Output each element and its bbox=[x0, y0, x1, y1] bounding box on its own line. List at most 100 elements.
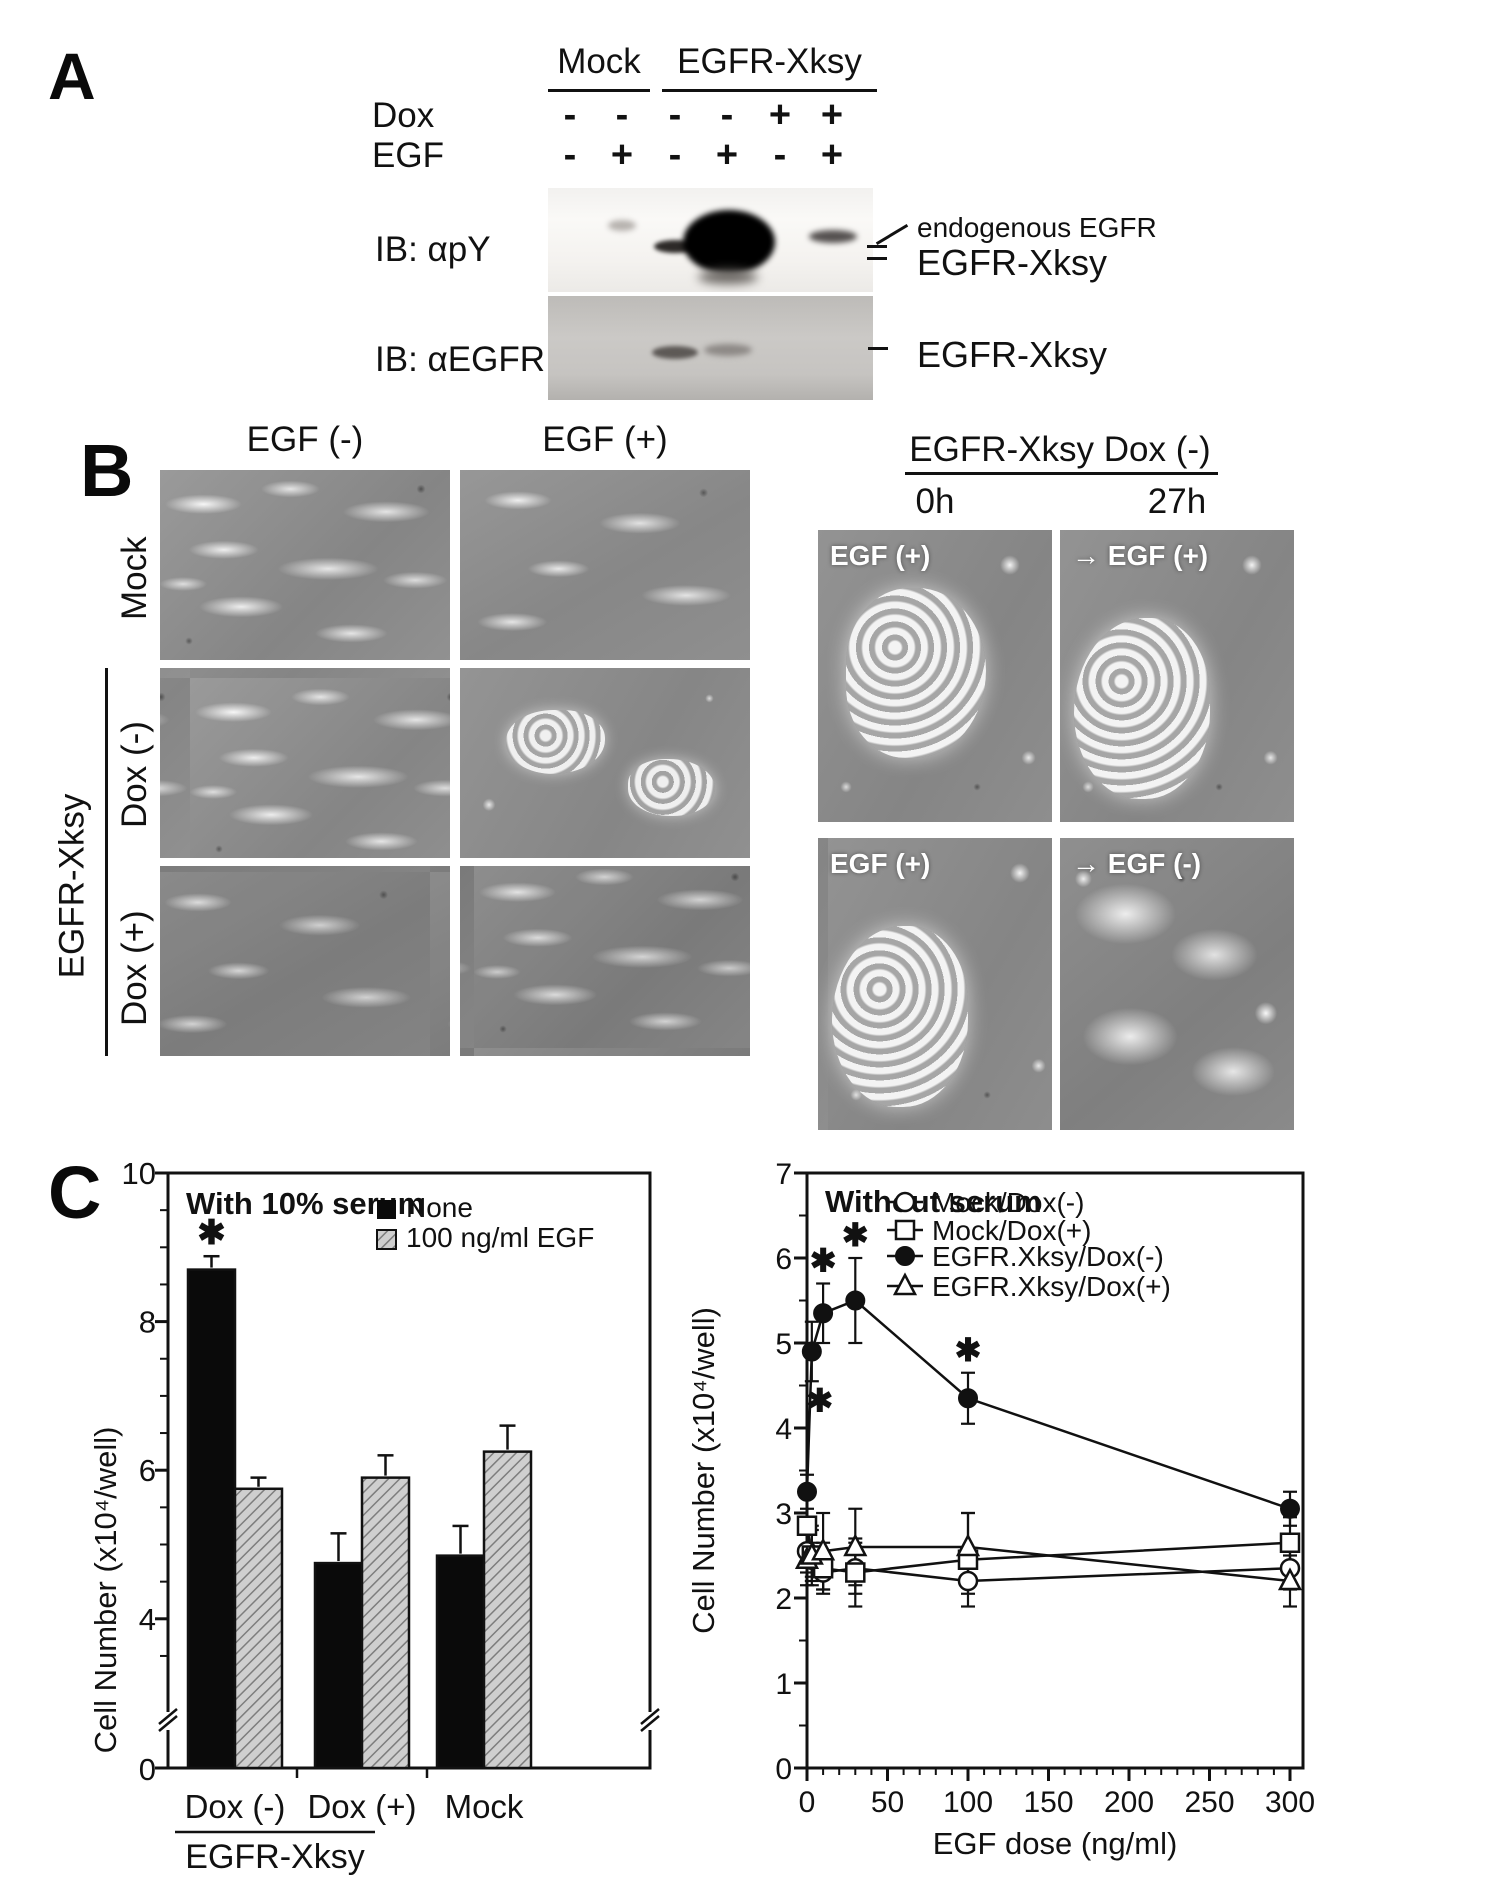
western-blot-apy bbox=[548, 188, 873, 292]
svg-text:None: None bbox=[406, 1192, 473, 1223]
timecourse-header: EGFR-Xksy Dox (-) bbox=[909, 430, 1211, 469]
svg-text:✱: ✱ bbox=[842, 1217, 869, 1253]
timepoint-0h: 0h bbox=[915, 482, 955, 521]
lane-symbol: - bbox=[615, 94, 629, 136]
image-label: → EGF (-) bbox=[1072, 848, 1202, 879]
micrograph-27h-egf-plus: → EGF (+) bbox=[1060, 530, 1294, 822]
micrograph-dox-plus-egf-plus bbox=[460, 866, 750, 1056]
lane-symbol: - bbox=[773, 134, 787, 176]
egfr-xksy-underline bbox=[662, 89, 877, 92]
band-pointer-slash bbox=[875, 223, 909, 246]
svg-text:EGF dose (ng/ml): EGF dose (ng/ml) bbox=[933, 1826, 1178, 1861]
lane-symbol: - bbox=[563, 94, 577, 136]
micrograph-0h-egf-plus-top: EGF (+) bbox=[818, 530, 1052, 822]
micrograph-dox-minus-egf-plus bbox=[460, 668, 750, 858]
svg-text:Mock: Mock bbox=[445, 1788, 524, 1825]
image-label: → EGF (+) bbox=[1072, 540, 1209, 571]
blot-group-header-egfr-xksy: EGFR-Xksy bbox=[677, 42, 862, 81]
svg-text:3: 3 bbox=[775, 1498, 792, 1531]
svg-text:5: 5 bbox=[775, 1328, 792, 1361]
lane-symbol: + bbox=[820, 94, 844, 136]
timepoint-27h: 27h bbox=[1147, 482, 1207, 521]
image-label: EGF (+) bbox=[830, 540, 931, 571]
annotation-egfr-xksy-2: EGFR-Xksy bbox=[917, 334, 1108, 375]
svg-text:0: 0 bbox=[139, 1752, 156, 1787]
micrograph-27h-egf-minus: → EGF (-) bbox=[1060, 838, 1294, 1130]
svg-text:250: 250 bbox=[1184, 1786, 1234, 1819]
svg-text:0: 0 bbox=[799, 1786, 816, 1819]
svg-text:✱: ✱ bbox=[810, 1243, 837, 1279]
row-label-egf: EGF bbox=[372, 136, 444, 175]
svg-text:Without serum: Without serum bbox=[825, 1184, 1042, 1219]
group-label-egfr-xksy: EGFR-Xksy bbox=[52, 793, 92, 979]
lane-symbol: + bbox=[768, 94, 792, 136]
micrograph-mock-egf-minus bbox=[160, 470, 450, 660]
egfr-xksy-bracket-line bbox=[105, 668, 108, 1056]
svg-text:8: 8 bbox=[139, 1305, 156, 1340]
blot-band-faint bbox=[608, 220, 636, 231]
row-label-dox: Dox bbox=[372, 96, 435, 135]
mock-underline bbox=[548, 89, 650, 92]
annotation-endogenous-egfr: endogenous EGFR bbox=[917, 212, 1157, 243]
blot-label-apy: IB: αpY bbox=[375, 230, 491, 269]
svg-text:10: 10 bbox=[122, 1156, 156, 1191]
svg-text:6: 6 bbox=[139, 1453, 156, 1488]
blot-group-header-mock: Mock bbox=[557, 42, 641, 81]
svg-text:150: 150 bbox=[1023, 1786, 1073, 1819]
micrograph-dox-plus-egf-minus bbox=[160, 866, 450, 1056]
blot-band-strong bbox=[683, 210, 775, 274]
row-label-dox-minus: Dox (-) bbox=[115, 721, 154, 828]
image-label: EGF (+) bbox=[830, 848, 931, 879]
panel-b-letter: B bbox=[80, 429, 134, 512]
svg-text:Cell Number (x10⁴/well): Cell Number (x10⁴/well) bbox=[686, 1307, 721, 1634]
micrograph-dox-minus-egf-minus bbox=[160, 668, 450, 858]
band-pointer-dash bbox=[867, 245, 887, 248]
svg-text:4: 4 bbox=[139, 1602, 156, 1637]
blot-band bbox=[652, 346, 698, 359]
panel-a-letter: A bbox=[48, 39, 96, 113]
lane-symbol: - bbox=[563, 134, 577, 176]
svg-text:EGFR.Xksy/Dox(-): EGFR.Xksy/Dox(-) bbox=[932, 1241, 1164, 1272]
svg-text:200: 200 bbox=[1104, 1786, 1154, 1819]
lane-symbol: - bbox=[668, 134, 682, 176]
band-pointer-dash bbox=[867, 257, 887, 260]
svg-text:EGFR-Xksy: EGFR-Xksy bbox=[185, 1838, 364, 1876]
micrograph-mock-egf-plus bbox=[460, 470, 750, 660]
svg-text:Dox (-): Dox (-) bbox=[185, 1788, 286, 1825]
timecourse-underline bbox=[905, 472, 1218, 475]
blot-smear bbox=[698, 270, 758, 284]
svg-text:Cell Number (x10⁴/well): Cell Number (x10⁴/well) bbox=[88, 1427, 123, 1754]
lane-symbol: + bbox=[820, 134, 844, 176]
blot-band bbox=[809, 230, 857, 243]
lane-symbol: - bbox=[668, 94, 682, 136]
blot-label-aegfr: IB: αEGFR bbox=[375, 340, 545, 379]
lane-symbol: + bbox=[715, 134, 739, 176]
svg-text:50: 50 bbox=[871, 1786, 904, 1819]
svg-text:0: 0 bbox=[775, 1753, 792, 1786]
col-header-egf-minus: EGF (-) bbox=[246, 420, 364, 459]
svg-text:EGFR.Xksy/Dox(+): EGFR.Xksy/Dox(+) bbox=[932, 1271, 1171, 1302]
svg-text:Dox (+): Dox (+) bbox=[307, 1788, 416, 1825]
lane-symbol: + bbox=[610, 134, 634, 176]
svg-text:100: 100 bbox=[943, 1786, 993, 1819]
annotation-egfr-xksy: EGFR-Xksy bbox=[917, 242, 1108, 283]
lane-symbol: - bbox=[720, 94, 734, 136]
micrograph-0h-egf-plus-bottom: EGF (+) bbox=[818, 838, 1052, 1130]
svg-text:7: 7 bbox=[775, 1158, 792, 1191]
svg-text:Mock/Dox(+): Mock/Dox(+) bbox=[932, 1215, 1091, 1246]
svg-text:✱: ✱ bbox=[197, 1214, 226, 1252]
svg-text:✱: ✱ bbox=[806, 1382, 833, 1418]
line-chart-without-serum: 0 1 2 3 4 5 6 7 0 50 100 150 200 250 300 EGF dose (ng/m… bbox=[686, 1158, 1315, 1861]
band-pointer-dash bbox=[868, 347, 888, 350]
svg-text:100 ng/ml EGF: 100 ng/ml EGF bbox=[406, 1222, 594, 1253]
svg-text:6: 6 bbox=[775, 1243, 792, 1276]
col-header-egf-plus: EGF (+) bbox=[542, 420, 668, 459]
blot-band bbox=[704, 344, 752, 356]
row-label-dox-plus: Dox (+) bbox=[115, 910, 154, 1026]
panel-c-letter: C bbox=[48, 1151, 102, 1234]
svg-text:1: 1 bbox=[775, 1668, 792, 1701]
svg-text:Mock/Dox(-): Mock/Dox(-) bbox=[932, 1187, 1084, 1218]
svg-text:2: 2 bbox=[775, 1583, 792, 1616]
